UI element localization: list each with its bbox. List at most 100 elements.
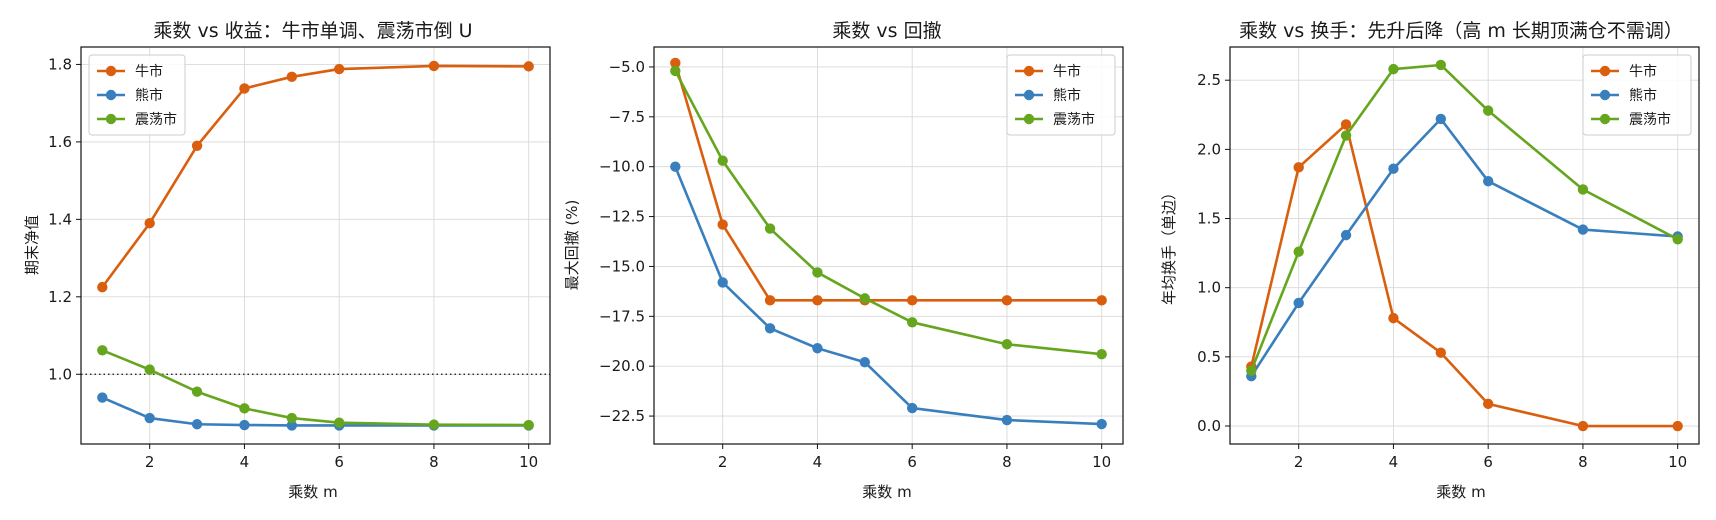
chart-3-xlabel: 乘数 m [1436, 483, 1485, 501]
data-point-bull [717, 219, 728, 230]
data-point-bear [97, 392, 108, 403]
x-tick-label: 8 [429, 453, 439, 471]
x-tick-label: 8 [1578, 453, 1588, 471]
data-point-range [1340, 130, 1352, 141]
y-tick-label: 1.2 [48, 288, 72, 306]
data-point-bear [191, 419, 203, 430]
chart-2: 乘数 vs 回撤 乘数 m 最大回撤 (%) 2 4 6 8 10 −5.0 −7.5 −10… [563, 20, 1124, 501]
data-point-bear [1096, 418, 1107, 430]
data-point-range [1482, 105, 1494, 116]
series-line-range [674, 70, 1102, 356]
data-point-bear [239, 419, 250, 431]
data-point-range [286, 412, 298, 424]
y-tick-label: 2.5 [1197, 71, 1221, 89]
data-point-range [523, 419, 534, 431]
legend-marker-bear [1023, 89, 1035, 101]
series-line-bull [101, 64, 529, 288]
data-point-bear [906, 402, 918, 414]
y-tick-label: −10.0 [599, 158, 645, 176]
data-point-bull [1096, 295, 1107, 306]
data-point-range [1246, 365, 1257, 376]
data-point-bull [1482, 398, 1494, 410]
data-point-range [239, 403, 250, 414]
y-tick-label: 1.5 [1197, 210, 1221, 228]
data-point-range [428, 419, 440, 430]
x-tick-label: 10 [1092, 453, 1111, 471]
series-line-range [1250, 63, 1679, 372]
chart-1: 乘数 vs 收益：牛市单调、震荡市倒 U 乘数 m 期末净值 2 4 6 8 10 1.0… [23, 20, 551, 501]
data-point-bear [1340, 229, 1352, 241]
data-point-bear [1482, 175, 1494, 187]
data-point-bull [1672, 420, 1683, 432]
legend-marker-range [1023, 113, 1035, 125]
x-tick-label: 6 [334, 453, 344, 471]
data-point-bull [97, 281, 108, 293]
data-point-bear [144, 412, 155, 424]
series-line-range [101, 349, 529, 427]
data-point-bull [1435, 347, 1447, 358]
x-tick-label: 2 [718, 453, 728, 471]
series-line-bull [674, 62, 1102, 302]
data-point-bull [670, 57, 681, 69]
legend-marker-bull [1023, 65, 1035, 77]
data-point-range [1293, 246, 1304, 257]
data-point-bull [239, 83, 250, 94]
x-tick-label: 4 [240, 453, 250, 471]
y-tick-label: 1.4 [48, 210, 72, 228]
x-tick-label: 6 [907, 453, 917, 471]
axes-frame [80, 46, 551, 445]
x-tick-label: 10 [1668, 453, 1687, 471]
data-point-bull [1340, 119, 1352, 130]
y-tick-label: 1.0 [1197, 279, 1221, 297]
y-tick-label: 0.5 [1197, 348, 1221, 366]
chart-2-ylabel: 最大回撤 (%) [563, 200, 581, 291]
y-tick-label: −20.0 [599, 357, 645, 375]
x-tick-label: 8 [1002, 453, 1012, 471]
data-point-bear [1435, 113, 1447, 125]
legend-box [1582, 54, 1692, 136]
legend-label: 熊市 [135, 87, 163, 104]
legend-marker-bear [1599, 89, 1611, 101]
data-point-bear [286, 420, 298, 431]
data-point-range [1001, 339, 1013, 350]
legend-marker-range [1599, 113, 1611, 125]
legend-marker-bull [105, 65, 117, 77]
y-tick-label: −12.5 [599, 208, 645, 226]
data-point-bear [859, 357, 871, 368]
y-tick-label: 0.0 [1197, 417, 1221, 435]
data-point-range [1096, 349, 1107, 360]
data-point-bear [1001, 414, 1013, 426]
legend-marker-bull [1599, 65, 1611, 77]
chart-1-ylabel: 期末净值 [23, 215, 41, 275]
chart-2-title: 乘数 vs 回撤 [832, 20, 941, 42]
x-tick-label: 2 [145, 453, 155, 471]
series-line-bear [674, 166, 1102, 426]
y-tick-label: 1.0 [48, 365, 72, 383]
legend-label: 熊市 [1053, 87, 1081, 104]
data-point-bull [1001, 295, 1013, 306]
data-point-bull [428, 60, 440, 72]
data-point-range [1435, 59, 1447, 71]
x-tick-label: 10 [519, 453, 538, 471]
legend-label: 震荡市 [135, 111, 177, 128]
data-point-bear [812, 343, 823, 354]
legend-marker-range [105, 113, 117, 125]
y-tick-label: −5.0 [609, 58, 645, 76]
y-tick-label: −15.0 [599, 257, 645, 275]
data-point-bull [812, 295, 823, 306]
data-point-bear [1293, 297, 1304, 309]
data-point-range [97, 345, 108, 356]
legend-label: 熊市 [1629, 87, 1657, 104]
data-point-bear [717, 277, 728, 288]
y-tick-label: 2.0 [1197, 140, 1221, 158]
data-point-range [333, 417, 345, 428]
data-point-range [191, 386, 203, 397]
data-point-bear [670, 161, 681, 172]
series-line-bull [1250, 123, 1678, 428]
chart-1-xlabel: 乘数 m [288, 483, 337, 501]
chart-2-xlabel: 乘数 m [862, 483, 911, 501]
